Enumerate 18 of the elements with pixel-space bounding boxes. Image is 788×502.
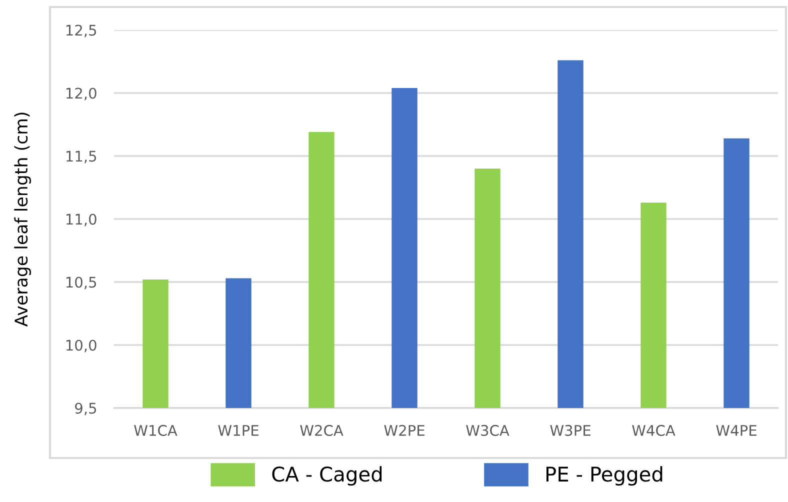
x-tick-label: W3PE — [550, 424, 590, 436]
x-tick-label: W4PE — [716, 425, 756, 436]
y-tick-label: 11,0 — [66, 214, 96, 226]
x-tick-label: W1PE — [218, 425, 258, 436]
y-tick-label: 12,0 — [66, 88, 96, 100]
x-tick-label: W1CA — [134, 424, 178, 436]
legend-label: CA - Caged — [272, 466, 382, 486]
y-tick-label: 10,0 — [66, 340, 96, 352]
legend-label: PE - Pegged — [546, 466, 662, 486]
x-tick-label: W3CA — [466, 424, 510, 436]
x-tick-label: W4CA — [632, 424, 676, 436]
x-tick-label: W2PE — [384, 424, 424, 436]
y-tick-label: 10,5 — [66, 276, 96, 290]
y-tick-label: 9,5 — [75, 402, 96, 416]
y-tick-label: 11,5 — [66, 150, 96, 164]
x-tick-label: W2CA — [300, 424, 344, 436]
y-axis-title: Average leaf length (cm) — [14, 112, 31, 327]
y-tick-label: 12,5 — [66, 24, 96, 38]
